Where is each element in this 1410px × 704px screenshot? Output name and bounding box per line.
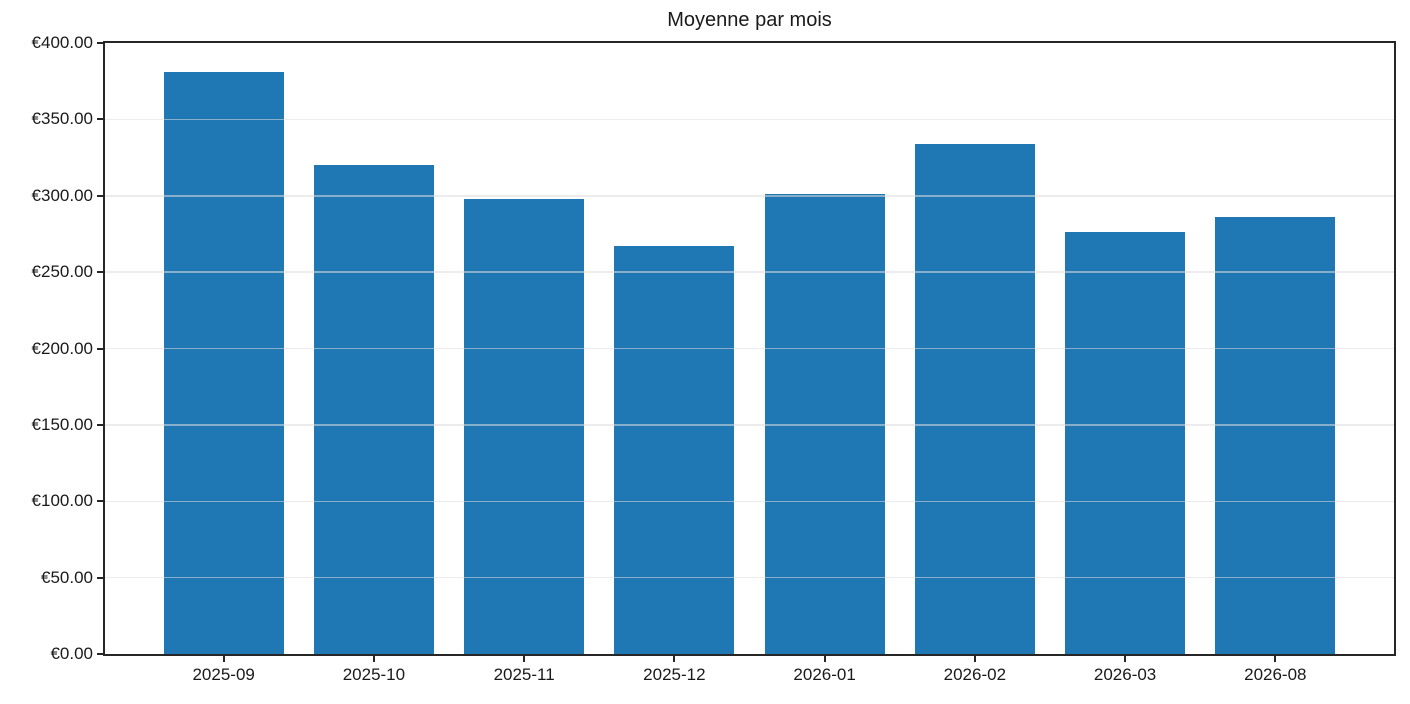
x-tick-label: 2026-02 [943,665,1007,684]
y-tick-label: €250.00 [31,262,93,282]
x-tick-mark [222,656,225,662]
x-tick-mark [973,656,976,662]
y-tick-label: €100.00 [31,491,93,511]
bar-2025-09 [163,72,284,654]
y-gridline [105,347,1394,350]
bar-2025-12 [614,246,735,654]
x-tick-label: 2026-01 [793,665,856,684]
y-tick-mark [97,653,103,655]
plot-area: €0.00 €50.00 €100.00 €150.00 €200.00 €250.00 €… [32,33,1396,684]
x-tick-label: 2025-11 [493,665,555,684]
y-gridline [105,271,1394,273]
bar-2026-03 [1064,232,1186,654]
y-tick-label: €50.00 [41,567,93,587]
bar-2025-11 [464,198,585,654]
x-tick-label: 2025-12 [643,665,706,684]
y-gridline [105,424,1394,426]
y-tick-label: €350.00 [31,109,93,129]
x-tick-mark [823,656,826,662]
y-gridline [105,195,1394,197]
y-tick-mark [97,118,103,121]
x-tick-mark [372,656,375,662]
y-tick-mark [97,271,103,274]
y-tick-label: €300.00 [31,185,93,205]
x-tick-label: 2025-09 [192,665,255,684]
y-tick-mark [97,423,103,426]
y-tick-mark [97,42,103,44]
y-tick-mark [97,194,103,197]
x-tick-mark [1274,656,1277,662]
y-gridline [105,576,1394,579]
x-tick-label: 2026-08 [1244,665,1307,684]
chart-title: Moyenne par mois [667,9,832,31]
y-tick-label: €400.00 [31,33,93,52]
x-tick-mark [1124,656,1127,662]
y-tick-mark [97,576,103,579]
y-tick-label: €150.00 [31,414,93,434]
bar-2025-10 [313,165,434,654]
x-tick-mark [523,656,526,662]
x-tick-label: 2026-03 [1093,665,1157,684]
y-gridline [105,500,1394,502]
x-tick-label: 2025-10 [342,665,406,684]
bar-2026-02 [914,143,1035,654]
y-tick-mark [97,500,103,503]
y-gridline [105,118,1394,121]
x-tick-mark [673,656,676,662]
y-tick-mark [97,347,103,350]
y-tick-label: €0.00 [50,644,93,663]
bar-2026-08 [1215,217,1336,654]
y-tick-label: €200.00 [31,338,93,358]
